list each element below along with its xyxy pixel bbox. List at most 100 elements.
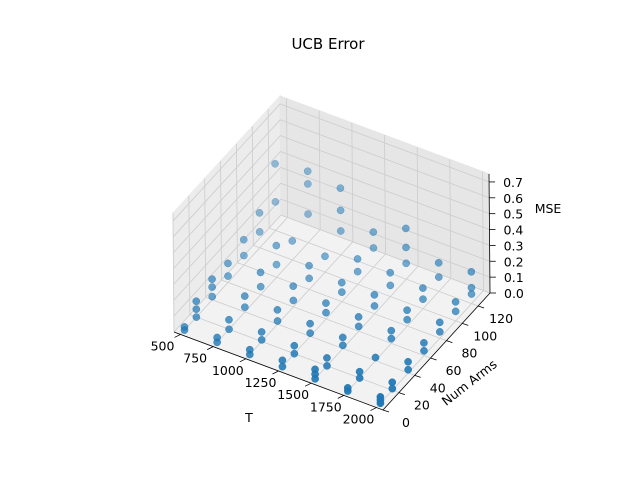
y-grid-floor	[237, 262, 447, 342]
x-grid-back	[416, 147, 419, 267]
data-point	[289, 282, 298, 291]
y-grid-floor	[268, 227, 479, 307]
data-point	[337, 278, 346, 287]
z-grid-left	[173, 198, 282, 317]
y-tick-label: 40	[430, 380, 446, 395]
z-grid-back	[279, 103, 490, 183]
z-axis-line	[488, 173, 491, 294]
data-point	[354, 313, 363, 321]
y-grid-left	[188, 195, 191, 315]
z-grid-back	[280, 167, 490, 246]
data-point	[323, 362, 331, 370]
data-point	[256, 282, 265, 291]
z-grid-left	[173, 167, 281, 285]
data-point	[322, 299, 330, 307]
data-point	[273, 306, 282, 314]
x-tick-mark	[272, 370, 279, 375]
data-point	[401, 224, 410, 233]
data-point	[354, 322, 363, 331]
z-tick-label: 0.0	[504, 286, 524, 301]
x-tick-label: 1250	[245, 375, 277, 390]
x-grid-back	[384, 134, 386, 255]
data-point	[434, 258, 443, 267]
x-tick-label: 2000	[343, 412, 375, 427]
grid-lines	[172, 98, 491, 411]
x-tick-mark	[304, 382, 312, 387]
data-points	[180, 159, 476, 408]
z-grid-back	[280, 151, 490, 230]
z-tick-label: 0.7	[503, 175, 523, 190]
y-tick-label: 120	[489, 311, 513, 326]
data-point	[336, 227, 345, 235]
y-tick-mark	[382, 409, 390, 413]
data-point	[336, 184, 345, 193]
data-point	[338, 333, 347, 342]
data-point	[303, 167, 312, 176]
data-point	[451, 307, 460, 316]
z-grid-back	[280, 135, 490, 215]
data-point	[305, 261, 313, 270]
z-grid-left	[173, 135, 281, 253]
z-grid-back	[280, 119, 490, 199]
y-tick-label: 0	[402, 415, 410, 430]
data-point	[255, 209, 264, 217]
data-point	[290, 349, 299, 358]
data-point	[272, 241, 281, 250]
data-point	[376, 393, 385, 401]
y-tick-label: 100	[473, 328, 497, 343]
data-point	[402, 259, 410, 268]
data-point	[239, 235, 248, 244]
data-point	[387, 334, 396, 343]
data-point	[273, 317, 282, 325]
data-point	[387, 326, 396, 335]
data-point	[289, 296, 298, 305]
data-point	[435, 318, 444, 327]
x-tick-mark	[207, 346, 214, 350]
data-point	[208, 283, 216, 291]
data-point	[245, 345, 254, 354]
data-point	[420, 346, 428, 355]
data-point	[337, 288, 346, 296]
x-tick-mark	[370, 407, 377, 411]
data-point	[271, 159, 279, 168]
x-grid-back	[351, 122, 354, 242]
y-grid-floor	[253, 244, 463, 324]
chart-title: UCB Error	[291, 35, 365, 53]
data-point	[306, 319, 314, 328]
data-point	[224, 272, 232, 280]
data-point	[371, 353, 380, 362]
data-point	[403, 315, 412, 324]
data-point	[355, 367, 364, 376]
x-grid-back	[482, 171, 484, 291]
z-grid-back	[280, 182, 490, 262]
z-grid-left	[173, 151, 281, 269]
x-tick-mark	[174, 334, 181, 338]
z-grid-left	[172, 119, 281, 238]
y-tick-mark	[462, 322, 469, 326]
data-point	[257, 336, 266, 344]
data-point	[388, 378, 397, 387]
y-grid-left	[204, 178, 207, 298]
data-point	[224, 259, 232, 268]
y-tick-label: 60	[446, 363, 462, 378]
data-point	[271, 198, 280, 206]
data-point	[290, 341, 299, 350]
y-tick-mark	[446, 340, 453, 344]
data-point	[322, 308, 330, 317]
z-tick-label: 0.2	[504, 254, 524, 269]
data-point	[435, 328, 444, 336]
data-point	[369, 228, 378, 236]
y-tick-mark	[414, 374, 421, 378]
data-point	[404, 357, 412, 366]
data-point	[225, 315, 233, 324]
data-point	[241, 303, 249, 312]
z-grid-left	[173, 182, 282, 301]
data-point	[467, 283, 476, 292]
z-axis-title: MSE	[535, 201, 562, 216]
data-point	[180, 323, 189, 331]
data-point	[256, 268, 265, 277]
data-point	[288, 237, 297, 245]
z-tick-label: 0.6	[503, 191, 523, 206]
data-point	[306, 329, 315, 338]
